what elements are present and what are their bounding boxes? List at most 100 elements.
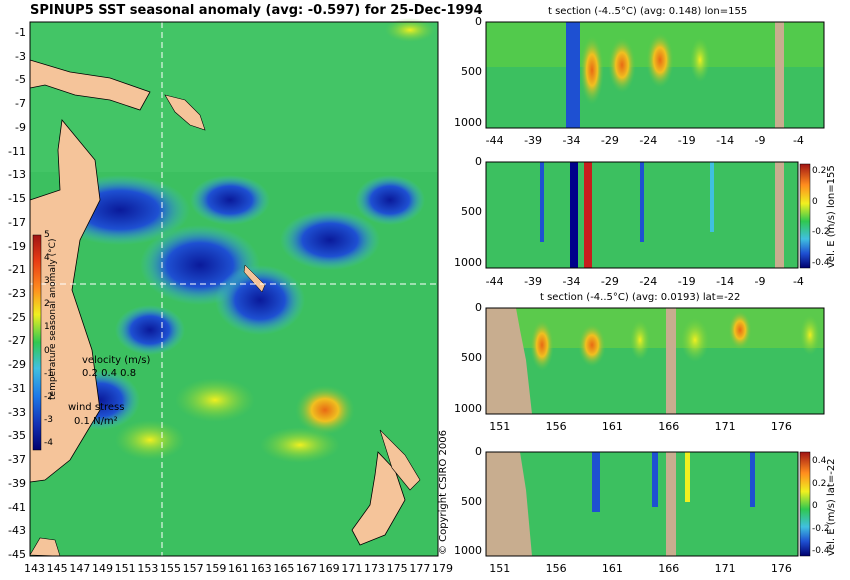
section-y-tick: 500 [461, 351, 482, 365]
map-lon-tick: 147 [69, 562, 91, 575]
map-colorbar-tick: 0 [44, 345, 50, 356]
map-lon-tick: 157 [182, 562, 204, 575]
section-y-tick: 500 [461, 494, 482, 508]
map-colorbar-tick: 1 [44, 322, 50, 333]
map-frame [29, 21, 439, 557]
section-x-tick: -14 [716, 275, 735, 288]
section-x-tick: 151 [489, 420, 511, 433]
map-lon-tick: 153 [137, 562, 159, 575]
land [29, 59, 421, 557]
map-title: SPINUP5 SST seasonal anomaly (avg: -0.59… [30, 3, 483, 18]
wind-legend-value: 0.1 N/m² [74, 416, 118, 427]
section-y-tick: 0 [475, 301, 482, 314]
section-x-tick: -19 [677, 275, 696, 288]
section-x-tick: 176 [770, 420, 792, 433]
wind-legend-label: wind stress [68, 402, 125, 413]
map-colorbar [32, 234, 42, 451]
map-lon-tick: 149 [92, 562, 113, 575]
map-lat-tick: -27 [8, 334, 26, 348]
section-cbar-tick: -0.2 [812, 227, 830, 238]
section-x-tick: -34 [562, 134, 581, 147]
section-x-tick: 156 [545, 420, 567, 433]
map-lon-tick: 167 [296, 562, 317, 575]
velocity-legend-label: velocity (m/s) [82, 355, 151, 366]
section-x-tick: -14 [716, 134, 735, 147]
section-x-tick: 171 [714, 420, 736, 433]
section-cbar-tick: 0.2 [812, 478, 827, 489]
map-lat-tick: -11 [8, 144, 26, 158]
section-x-tick: 151 [489, 562, 511, 575]
section-panel-1 [485, 21, 825, 129]
section-x-tick: 176 [770, 562, 792, 575]
map-lon-tick: 159 [205, 562, 227, 575]
section-x-tick: -44 [485, 134, 504, 147]
map-lon-tick: 179 [432, 562, 453, 575]
map-colorbar-tick: 5 [44, 230, 50, 240]
map-lon-tick: 169 [318, 562, 340, 575]
map-lat-tick: -9 [15, 120, 26, 134]
map-lat-tick: -15 [8, 192, 26, 206]
map-lat-tick: -45 [8, 548, 26, 561]
section-y-tick: 0 [475, 445, 482, 458]
map-lon-tick: 177 [409, 562, 431, 575]
map-colorbar-tick: 3 [44, 276, 50, 287]
map-lat-tick: -31 [8, 381, 26, 395]
section-panel-2 [485, 161, 811, 269]
section-panel-3 [485, 307, 825, 415]
section-x-tick: -9 [754, 275, 766, 288]
section-x-tick: -39 [524, 275, 543, 288]
section-y-tick: 1000 [454, 544, 482, 558]
map-lat-tick: -19 [8, 239, 26, 253]
map-lat-tick: -23 [8, 287, 26, 300]
map-lat-tick: -33 [8, 405, 26, 419]
map-lon-tick: 165 [273, 562, 295, 575]
map-lat-tick: -43 [8, 524, 26, 538]
cold-anomaly-patches [50, 175, 425, 430]
map-lon-tick: 155 [160, 562, 181, 575]
section-cbar-tick: 0 [812, 501, 818, 511]
section-y-tick: 0 [475, 15, 482, 28]
map-lat-tick: -1 [15, 26, 26, 39]
section-x-tick: -39 [524, 134, 543, 147]
map-colorbar-tick: -1 [44, 368, 53, 379]
section-x-tick: -34 [562, 275, 581, 288]
map-lat-tick: -35 [8, 429, 26, 443]
section-x-tick: -24 [639, 275, 658, 288]
map-colorbar-tick: 2 [44, 299, 50, 310]
map-lat-tick: -7 [15, 97, 26, 111]
map-colorbar-tick: -4 [44, 438, 53, 448]
section-x-tick: 171 [714, 562, 736, 575]
section-x-tick: -29 [600, 275, 619, 288]
section-x-tick: 166 [658, 562, 680, 575]
map-lat-tick: -25 [8, 310, 26, 324]
section-3-title: t section (-4..5°C) (avg: 0.0193) lat=-2… [540, 292, 741, 303]
map-colorbar-tick: -2 [44, 391, 53, 402]
map-lat-tick: -13 [8, 168, 26, 182]
section-y-tick: 500 [461, 65, 482, 79]
map-lat-tick: -29 [8, 358, 26, 372]
section-y-tick: 1000 [454, 115, 482, 129]
map-lon-tick: 171 [341, 562, 363, 575]
section-cbar-tick: -0.4 [812, 546, 830, 556]
map-lon-tick: 173 [364, 562, 385, 575]
map-lon-tick: 161 [228, 562, 249, 575]
map-lon-tick: 163 [250, 562, 272, 575]
section-x-tick: 156 [545, 562, 567, 575]
section-x-tick: -29 [600, 134, 619, 147]
map-lon-tick: 151 [114, 562, 136, 575]
section-y-tick: 0 [475, 155, 482, 168]
map-lon-tick: 143 [24, 562, 45, 575]
section-1-title: t section (-4..5°C) (avg: 0.148) lon=155 [548, 6, 748, 17]
section-cbar-tick: -0.4 [812, 258, 830, 268]
map-lat-tick: -3 [15, 49, 26, 63]
map-colorbar-title: temperature seasonal anomaly (°C) [48, 238, 58, 400]
section-x-tick: -4 [792, 134, 804, 147]
map-lat-tick: -17 [8, 215, 26, 229]
map-lat-tick: -39 [8, 476, 26, 490]
section-2-cbar-label: vel. E (m/s) lon=155 [826, 165, 837, 268]
map-colorbar-tick: 4 [44, 253, 50, 264]
map-lon-tick: 175 [386, 562, 408, 575]
section-x-tick: -44 [485, 275, 504, 288]
section-cbar-tick: -0.2 [812, 523, 830, 534]
